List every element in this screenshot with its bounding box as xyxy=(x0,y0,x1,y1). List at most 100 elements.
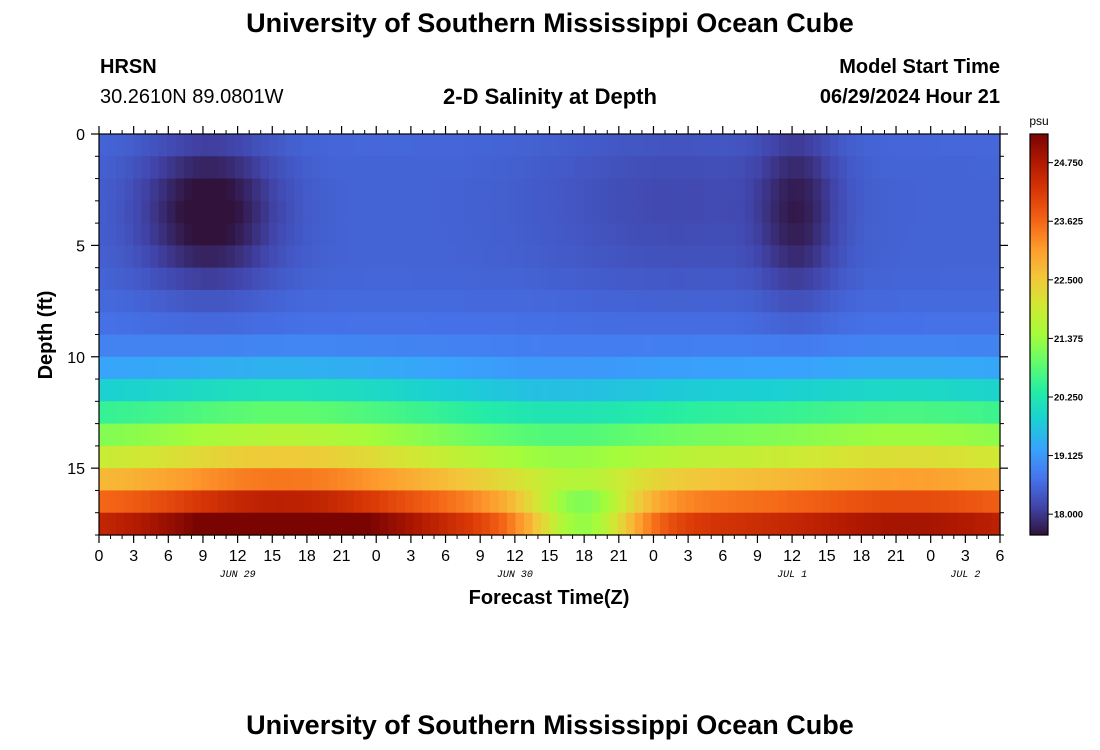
heatmap-cell xyxy=(592,156,602,180)
heatmap-cell xyxy=(702,267,712,291)
heatmap-cell xyxy=(634,490,644,514)
heatmap-cell xyxy=(974,356,984,380)
heatmap-cell xyxy=(209,423,219,447)
heatmap-cell xyxy=(583,490,593,514)
heatmap-cell xyxy=(609,334,619,358)
heatmap-cell xyxy=(150,156,160,180)
heatmap-cell xyxy=(983,423,993,447)
heatmap-cell xyxy=(124,267,134,291)
heatmap-cell xyxy=(821,156,831,180)
heatmap-cell xyxy=(592,356,602,380)
heatmap-cell xyxy=(184,356,194,380)
heatmap-cell xyxy=(719,512,729,536)
heatmap-cell xyxy=(150,223,160,246)
heatmap-cell xyxy=(770,468,780,492)
heatmap-cell xyxy=(787,490,797,514)
heatmap-cell xyxy=(456,289,466,313)
heatmap-cell xyxy=(762,512,772,536)
heatmap-cell xyxy=(898,445,908,469)
heatmap-cell xyxy=(422,356,432,380)
colorbar-unit: psu xyxy=(1029,114,1048,128)
heatmap-cell xyxy=(983,312,993,336)
heatmap-cell xyxy=(949,267,959,291)
heatmap-cell xyxy=(524,223,534,246)
heatmap-cell xyxy=(141,289,151,313)
heatmap-cell xyxy=(209,267,219,291)
heatmap-cell xyxy=(303,156,313,180)
heatmap-cell xyxy=(99,468,109,492)
heatmap-cell xyxy=(575,490,585,514)
heatmap-cell xyxy=(915,178,925,202)
heatmap-cell xyxy=(532,223,542,246)
heatmap-cell xyxy=(566,334,576,358)
heatmap-cell xyxy=(490,312,500,336)
heatmap-cell xyxy=(745,223,755,246)
heatmap-cell xyxy=(677,468,687,492)
heatmap-cell xyxy=(762,134,772,157)
heatmap-cell xyxy=(855,512,865,536)
heatmap-cell xyxy=(702,134,712,157)
heatmap-cell xyxy=(286,468,296,492)
heatmap-cell xyxy=(498,245,508,269)
heatmap-cell xyxy=(277,401,287,425)
heatmap-cell xyxy=(413,223,423,246)
heatmap-cell xyxy=(634,512,644,536)
heatmap-cell xyxy=(515,267,525,291)
heatmap-cell xyxy=(141,356,151,380)
heatmap-cell xyxy=(201,312,211,336)
heatmap-cell xyxy=(889,334,899,358)
heatmap-cell xyxy=(677,401,687,425)
heatmap-cell xyxy=(532,356,542,380)
heatmap-cell xyxy=(490,334,500,358)
heatmap-cell xyxy=(719,200,729,224)
heatmap-cell xyxy=(439,178,449,202)
heatmap-cell xyxy=(889,468,899,492)
heatmap-cell xyxy=(150,490,160,514)
heatmap-cell xyxy=(167,289,177,313)
heatmap-cell xyxy=(711,312,721,336)
heatmap-cell xyxy=(753,178,763,202)
heatmap-cell xyxy=(855,312,865,336)
heatmap-cell xyxy=(456,423,466,447)
heatmap-cell xyxy=(787,379,797,402)
heatmap-cell xyxy=(541,156,551,180)
heatmap-cell xyxy=(736,223,746,246)
heatmap-cell xyxy=(694,356,704,380)
heatmap-cell xyxy=(830,156,840,180)
heatmap-cell xyxy=(456,178,466,202)
heatmap-cell xyxy=(651,401,661,425)
heatmap-cell xyxy=(413,267,423,291)
heatmap-cell xyxy=(872,490,882,514)
heatmap-cell xyxy=(592,401,602,425)
heatmap-cell xyxy=(396,379,406,402)
heatmap-cell xyxy=(396,289,406,313)
heatmap-cell xyxy=(668,289,678,313)
heatmap-cell xyxy=(269,401,279,425)
heatmap-cell xyxy=(447,178,457,202)
heatmap-cell xyxy=(558,334,568,358)
heatmap-cell xyxy=(932,178,942,202)
heatmap-cell xyxy=(694,445,704,469)
heatmap-cell xyxy=(702,334,712,358)
heatmap-cell xyxy=(626,423,636,447)
heatmap-cell xyxy=(940,334,950,358)
heatmap-cell xyxy=(150,423,160,447)
heatmap-cell xyxy=(150,267,160,291)
heatmap-cell xyxy=(490,267,500,291)
heatmap-cell xyxy=(804,490,814,514)
heatmap-cell xyxy=(158,512,168,536)
heatmap-cell xyxy=(167,401,177,425)
heatmap-cell xyxy=(218,267,228,291)
heatmap-cell xyxy=(286,490,296,514)
heatmap-cell xyxy=(430,245,440,269)
heatmap-cell xyxy=(379,356,389,380)
heatmap-cell xyxy=(107,289,117,313)
heatmap-cell xyxy=(753,267,763,291)
heatmap-cell xyxy=(201,401,211,425)
heatmap-cell xyxy=(983,356,993,380)
heatmap-cell xyxy=(328,401,338,425)
heatmap-cell xyxy=(218,423,228,447)
heatmap-cell xyxy=(651,445,661,469)
heatmap-cell xyxy=(643,379,653,402)
heatmap-cell xyxy=(413,356,423,380)
